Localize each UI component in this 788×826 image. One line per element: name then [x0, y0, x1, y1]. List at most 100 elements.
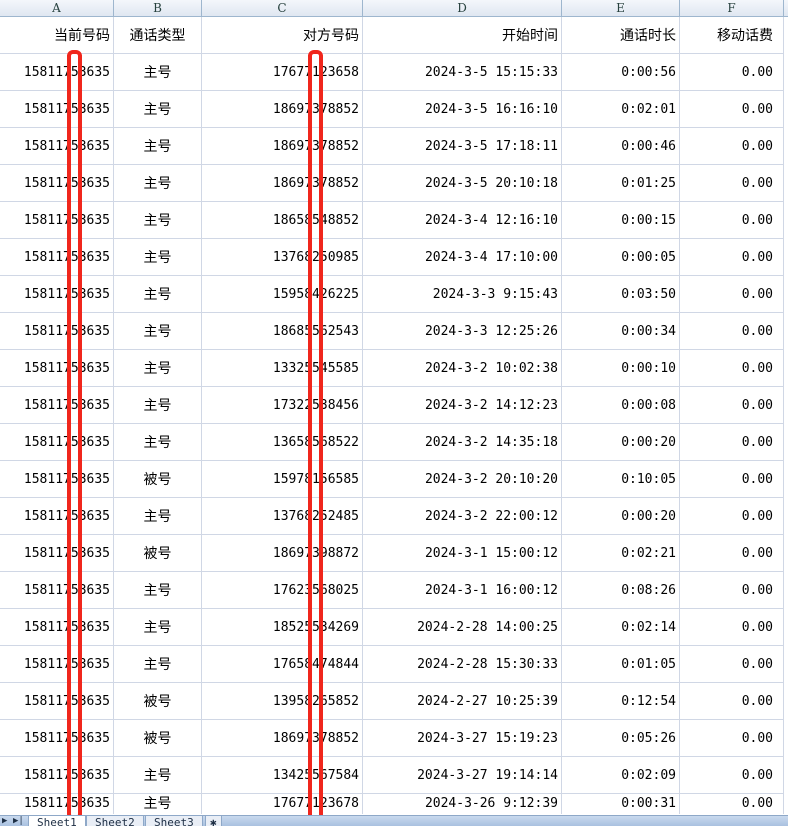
cell-duration[interactable]: 0:00:31 — [562, 794, 680, 814]
cell-current-number[interactable]: 15811753635 — [0, 54, 114, 90]
cell-duration[interactable]: 0:00:10 — [562, 350, 680, 386]
cell-current-number[interactable]: 15811753635 — [0, 646, 114, 682]
sheet-tab-2[interactable]: Sheet2 — [86, 816, 144, 826]
cell-duration[interactable]: 0:00:20 — [562, 424, 680, 460]
cell-call-type[interactable]: 主号 — [114, 794, 202, 814]
cell-other-number[interactable]: 17677123678 — [202, 794, 363, 814]
cell-fee[interactable]: 0.00 — [680, 461, 784, 497]
insert-sheet-icon[interactable]: ✱ — [205, 816, 222, 826]
cell-start-time[interactable]: 2024-3-1 16:00:12 — [363, 572, 562, 608]
cell-other-number[interactable]: 15958426225 — [202, 276, 363, 312]
cell-fee[interactable]: 0.00 — [680, 239, 784, 275]
cell-current-number[interactable]: 15811753635 — [0, 794, 114, 814]
cell-call-type[interactable]: 主号 — [114, 757, 202, 793]
cell-call-type[interactable]: 主号 — [114, 239, 202, 275]
cell-duration[interactable]: 0:08:26 — [562, 572, 680, 608]
cell-start-time[interactable]: 2024-3-5 15:15:33 — [363, 54, 562, 90]
cell-other-number[interactable]: 17658474844 — [202, 646, 363, 682]
cell-fee[interactable]: 0.00 — [680, 757, 784, 793]
cell-other-number[interactable]: 18697378852 — [202, 165, 363, 201]
cell-call-type[interactable]: 主号 — [114, 54, 202, 90]
cell-other-number[interactable]: 18697378852 — [202, 91, 363, 127]
header-cell-other-number[interactable]: 对方号码 — [202, 17, 363, 53]
cell-current-number[interactable]: 15811753635 — [0, 202, 114, 238]
cell-call-type[interactable]: 主号 — [114, 498, 202, 534]
cell-other-number[interactable]: 18697378852 — [202, 128, 363, 164]
cell-duration[interactable]: 0:00:56 — [562, 54, 680, 90]
cell-other-number[interactable]: 18697398872 — [202, 535, 363, 571]
cell-duration[interactable]: 0:10:05 — [562, 461, 680, 497]
cell-current-number[interactable]: 15811753635 — [0, 498, 114, 534]
cell-duration[interactable]: 0:03:50 — [562, 276, 680, 312]
cell-fee[interactable]: 0.00 — [680, 794, 784, 814]
header-cell-fee[interactable]: 移动话费 — [680, 17, 784, 53]
cell-other-number[interactable]: 13768250985 — [202, 239, 363, 275]
cell-fee[interactable]: 0.00 — [680, 202, 784, 238]
column-header-d[interactable]: D — [363, 0, 562, 16]
cell-start-time[interactable]: 2024-2-28 15:30:33 — [363, 646, 562, 682]
cell-call-type[interactable]: 主号 — [114, 646, 202, 682]
cell-start-time[interactable]: 2024-2-28 14:00:25 — [363, 609, 562, 645]
cell-duration[interactable]: 0:02:21 — [562, 535, 680, 571]
cell-current-number[interactable]: 15811753635 — [0, 683, 114, 719]
cell-current-number[interactable]: 15811753635 — [0, 128, 114, 164]
cell-call-type[interactable]: 主号 — [114, 424, 202, 460]
cell-fee[interactable]: 0.00 — [680, 350, 784, 386]
cell-start-time[interactable]: 2024-3-4 17:10:00 — [363, 239, 562, 275]
cell-fee[interactable]: 0.00 — [680, 128, 784, 164]
cell-current-number[interactable]: 15811753635 — [0, 239, 114, 275]
column-header-a[interactable]: A — [0, 0, 114, 16]
cell-call-type[interactable]: 主号 — [114, 202, 202, 238]
cell-current-number[interactable]: 15811753635 — [0, 313, 114, 349]
cell-other-number[interactable]: 13425567584 — [202, 757, 363, 793]
cell-start-time[interactable]: 2024-3-2 20:10:20 — [363, 461, 562, 497]
cell-current-number[interactable]: 15811753635 — [0, 461, 114, 497]
sheet-nav-next-icon[interactable]: ▶ — [2, 816, 8, 826]
cell-start-time[interactable]: 2024-3-26 9:12:39 — [363, 794, 562, 814]
cell-fee[interactable]: 0.00 — [680, 535, 784, 571]
cell-duration[interactable]: 0:00:20 — [562, 498, 680, 534]
cell-start-time[interactable]: 2024-3-5 17:18:11 — [363, 128, 562, 164]
cell-start-time[interactable]: 2024-3-27 19:14:14 — [363, 757, 562, 793]
cell-start-time[interactable]: 2024-3-27 15:19:23 — [363, 720, 562, 756]
cell-current-number[interactable]: 15811753635 — [0, 276, 114, 312]
cell-duration[interactable]: 0:00:34 — [562, 313, 680, 349]
cell-other-number[interactable]: 17623568025 — [202, 572, 363, 608]
cell-duration[interactable]: 0:12:54 — [562, 683, 680, 719]
cell-call-type[interactable]: 主号 — [114, 609, 202, 645]
cell-fee[interactable]: 0.00 — [680, 609, 784, 645]
cell-start-time[interactable]: 2024-3-1 15:00:12 — [363, 535, 562, 571]
cell-duration[interactable]: 0:00:08 — [562, 387, 680, 423]
cell-fee[interactable]: 0.00 — [680, 683, 784, 719]
cell-call-type[interactable]: 主号 — [114, 165, 202, 201]
cell-other-number[interactable]: 13658568522 — [202, 424, 363, 460]
cell-other-number[interactable]: 17322538456 — [202, 387, 363, 423]
cell-current-number[interactable]: 15811753635 — [0, 350, 114, 386]
cell-duration[interactable]: 0:00:15 — [562, 202, 680, 238]
cell-fee[interactable]: 0.00 — [680, 646, 784, 682]
cell-fee[interactable]: 0.00 — [680, 498, 784, 534]
cell-call-type[interactable]: 被号 — [114, 535, 202, 571]
header-cell-start-time[interactable]: 开始时间 — [363, 17, 562, 53]
cell-current-number[interactable]: 15811753635 — [0, 535, 114, 571]
cell-fee[interactable]: 0.00 — [680, 424, 784, 460]
header-cell-current-number[interactable]: 当前号码 — [0, 17, 114, 53]
column-header-c[interactable]: C — [202, 0, 363, 16]
cell-fee[interactable]: 0.00 — [680, 54, 784, 90]
cell-fee[interactable]: 0.00 — [680, 91, 784, 127]
cell-other-number[interactable]: 18658548852 — [202, 202, 363, 238]
cell-start-time[interactable]: 2024-3-4 12:16:10 — [363, 202, 562, 238]
cell-duration[interactable]: 0:02:09 — [562, 757, 680, 793]
column-header-f[interactable]: F — [680, 0, 784, 16]
cell-fee[interactable]: 0.00 — [680, 387, 784, 423]
column-header-e[interactable]: E — [562, 0, 680, 16]
cell-current-number[interactable]: 15811753635 — [0, 720, 114, 756]
cell-call-type[interactable]: 主号 — [114, 387, 202, 423]
cell-call-type[interactable]: 被号 — [114, 683, 202, 719]
header-cell-duration[interactable]: 通话时长 — [562, 17, 680, 53]
cell-start-time[interactable]: 2024-2-27 10:25:39 — [363, 683, 562, 719]
cell-other-number[interactable]: 13768252485 — [202, 498, 363, 534]
cell-call-type[interactable]: 主号 — [114, 313, 202, 349]
cell-current-number[interactable]: 15811753635 — [0, 424, 114, 460]
cell-other-number[interactable]: 15978156585 — [202, 461, 363, 497]
